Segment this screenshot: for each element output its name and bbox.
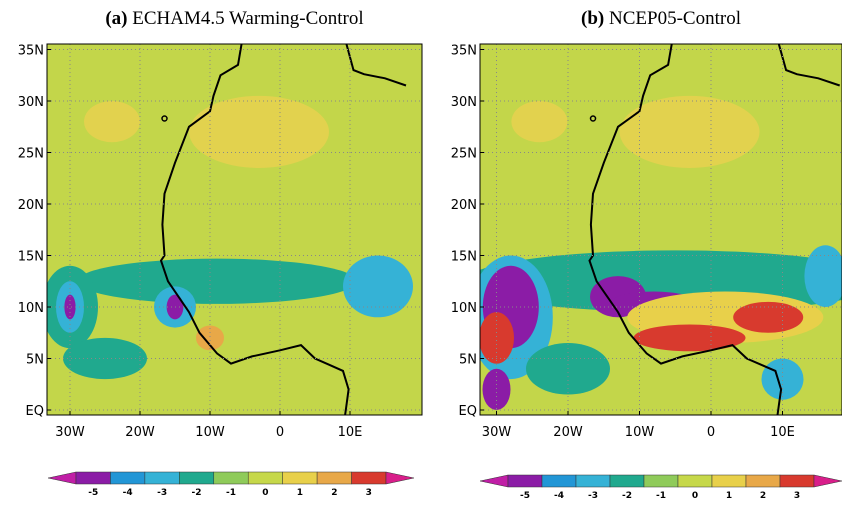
colorbar-label: -3 — [157, 488, 167, 498]
anomaly-region — [733, 301, 804, 333]
anomaly-region — [77, 258, 357, 304]
lat-label: 5N — [26, 353, 44, 368]
lat-label: 10N — [18, 301, 44, 316]
colorbar-label: 2 — [760, 491, 766, 501]
colorbar-box — [541, 474, 577, 488]
colorbar-label: 3 — [366, 488, 372, 498]
anomaly-region — [84, 101, 140, 143]
colorbar-arrow — [479, 474, 509, 488]
coastline — [159, 44, 350, 415]
panel-title-text: NCEP05-Control — [609, 8, 741, 29]
lat-label: 35N — [451, 44, 477, 59]
lat-label: 15N — [18, 250, 44, 265]
colorbar-box — [677, 474, 713, 488]
panel-label: (b) — [581, 8, 604, 29]
colorbar-label: -5 — [520, 491, 530, 501]
lat-label: EQ — [459, 404, 477, 419]
anomaly-region — [480, 312, 514, 364]
colorbar-label: 2 — [331, 488, 337, 498]
anomaly-region — [804, 245, 842, 307]
colorbar-box — [282, 471, 318, 485]
colorbar-arrow — [47, 471, 77, 485]
panel-label: (a) — [105, 8, 127, 29]
colorbar-box — [575, 474, 611, 488]
colorbar-box — [609, 474, 645, 488]
colorbar-box — [247, 471, 283, 485]
anomaly-region — [189, 95, 329, 168]
colorbar-label: 1 — [297, 488, 303, 498]
colorbar-label: -2 — [622, 491, 632, 501]
colorbar-box — [75, 471, 111, 485]
colorbar-box — [144, 471, 180, 485]
lat-label: 25N — [451, 147, 477, 162]
colorbar-label: -4 — [123, 488, 133, 498]
colorbar-label: -4 — [554, 491, 564, 501]
anomaly-region — [63, 337, 147, 380]
lat-label: EQ — [26, 404, 44, 419]
anomaly-region — [64, 294, 76, 320]
colorbar-label: 0 — [262, 488, 268, 498]
colorbar-box — [745, 474, 781, 488]
lon-label: 20W — [125, 425, 155, 440]
coastline — [777, 44, 841, 87]
island — [161, 115, 168, 122]
colorbar-label: -3 — [588, 491, 598, 501]
map-panel: (b) NCEP05-Control 35N 30N 25N 20N 15N 10N 5N EQ… — [451, 8, 842, 501]
panel-title: (b) NCEP05-Control — [581, 8, 741, 29]
colorbar-arrow — [385, 471, 415, 485]
lat-label: 5N — [459, 353, 477, 368]
panel-title-text: ECHAM4.5 Warming-Control — [132, 8, 363, 29]
lon-label: 10E — [338, 425, 363, 440]
anomaly-region — [343, 255, 413, 318]
colorbar-label: 1 — [726, 491, 732, 501]
lon-label: 0 — [707, 425, 715, 440]
map-field — [480, 44, 842, 415]
lat-label: 10N — [451, 301, 477, 316]
lon-label: 0 — [276, 425, 284, 440]
lon-label: 10E — [770, 425, 795, 440]
colorbar-arrow — [813, 474, 842, 488]
lat-label: 25N — [18, 147, 44, 162]
anomaly-region — [482, 368, 511, 410]
colorbar-box — [110, 471, 146, 485]
colorbar-box — [213, 471, 249, 485]
colorbar-box — [507, 474, 543, 488]
colorbar-box — [179, 471, 215, 485]
colorbar-box — [351, 471, 387, 485]
colorbar-label: -1 — [656, 491, 666, 501]
colorbar-box — [779, 474, 815, 488]
island — [589, 115, 597, 122]
panel-title: (a) ECHAM4.5 Warming-Control — [105, 8, 363, 29]
colorbar-label: 3 — [794, 491, 800, 501]
anomaly-region — [633, 324, 746, 352]
map-panel: (a) ECHAM4.5 Warming-Control35N30N25N20N… — [18, 8, 423, 498]
map-field — [47, 44, 422, 415]
anomaly-region — [196, 325, 224, 351]
lon-label: 20W — [553, 425, 583, 440]
colorbar-label: -5 — [88, 488, 98, 498]
colorbar-label: -2 — [192, 488, 202, 498]
lon-label: 30W — [55, 425, 85, 440]
colorbar-box — [711, 474, 747, 488]
colorbar-box — [316, 471, 352, 485]
lat-label: 20N — [451, 198, 477, 213]
lat-label: 35N — [18, 44, 44, 59]
map-frame — [479, 43, 842, 416]
lat-label: 15N — [451, 250, 477, 265]
lon-label: 30W — [482, 425, 512, 440]
lon-label: 10W — [195, 425, 225, 440]
colorbar-label: 0 — [692, 491, 698, 501]
colorbar-label: -1 — [226, 488, 236, 498]
colorbar-box — [643, 474, 679, 488]
lat-label: 30N — [451, 95, 477, 110]
anomaly-region — [619, 95, 760, 168]
anomaly-region — [511, 101, 568, 143]
coastline — [588, 44, 783, 415]
map-frame — [46, 43, 423, 416]
lat-label: 30N — [18, 95, 44, 110]
coastline — [345, 44, 407, 87]
lat-label: 20N — [18, 198, 44, 213]
lon-label: 10W — [625, 425, 655, 440]
